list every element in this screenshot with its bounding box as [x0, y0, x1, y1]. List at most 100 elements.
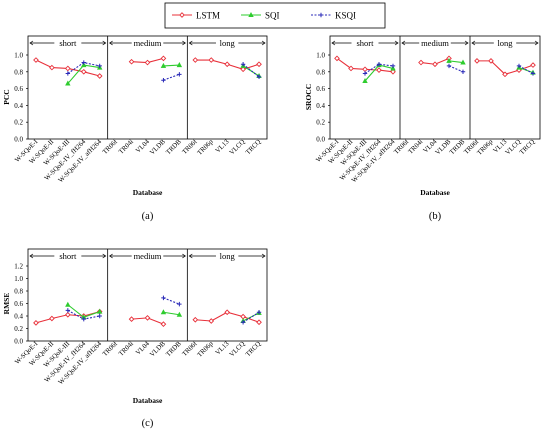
group-arrow-head [182, 40, 186, 46]
plot-frame [329, 35, 541, 140]
category-label: TRDB [165, 138, 183, 156]
group-label-short: short [357, 38, 375, 48]
data-point-lstm [224, 309, 231, 316]
data-point-ksqi [376, 62, 382, 67]
series-line-sqi [242, 65, 260, 77]
legend-label-ksqi: KSQI [335, 11, 356, 21]
data-point-ksqi [256, 74, 262, 80]
data-point-lstm [502, 71, 508, 78]
group-label-short: short [59, 38, 77, 48]
y-tick-label: 0.6 [14, 85, 23, 93]
group-label-bg [351, 38, 379, 48]
group-arrow-head [109, 40, 113, 46]
legend-box [164, 2, 386, 29]
plot-frame [27, 248, 268, 342]
group-label-bg [419, 38, 451, 48]
group-label-bg [131, 251, 164, 261]
data-point-sqi [96, 308, 103, 314]
data-point-sqi [176, 311, 183, 317]
category-label: TR06f [102, 340, 120, 358]
data-point-ksqi [65, 308, 71, 313]
chart-panels: short medium long0.00.20.40.60.81.0PCCW-SQ… [2, 35, 541, 429]
data-point-sqi [362, 78, 368, 84]
data-point-lstm [128, 58, 135, 65]
legend-marker [179, 12, 185, 18]
group-arrow-head [261, 40, 266, 46]
y-tick-label: 0.4 [316, 102, 325, 110]
group-label-long: long [220, 251, 236, 261]
y-tick-label: 0.0 [14, 338, 23, 346]
data-point-lstm [144, 59, 151, 66]
data-point-ksqi [530, 71, 536, 76]
group-arrow-head [102, 40, 107, 46]
category-label: TR06f [102, 138, 120, 156]
category-label: VLDB [149, 340, 167, 358]
y-tick-label: 1.0 [316, 52, 325, 60]
panel-label: (b) [429, 211, 442, 222]
data-point-lstm [160, 321, 167, 327]
y-tick-label: 0.2 [14, 119, 23, 127]
data-point-sqi [446, 57, 452, 63]
data-point-ksqi [97, 313, 102, 319]
series-line-ksqi [364, 63, 394, 74]
data-point-lstm [64, 311, 71, 318]
category-label: TR04i [407, 138, 424, 155]
data-point-lstm [530, 62, 536, 68]
data-point-sqi [460, 59, 466, 65]
data-point-lstm [224, 61, 231, 68]
data-point-ksqi [81, 316, 86, 322]
legend-label-lstm: LSTM [196, 11, 220, 21]
series-lstm [334, 55, 536, 78]
y-tick-label: 0.4 [14, 313, 23, 321]
group-arrow-head [401, 40, 406, 46]
group-arrow-head [331, 40, 336, 46]
series-sqi [65, 62, 262, 86]
data-point-ksqi [177, 301, 182, 307]
group-label-bg [54, 38, 82, 48]
category-label: TR04i [118, 340, 135, 357]
group-arrow-head [182, 253, 186, 259]
plot-frame [27, 35, 268, 140]
series-line-sqi [163, 311, 180, 316]
category-label: VLCQ [228, 340, 246, 358]
chart-panel-1: short medium long0.00.20.40.60.81.0PCCW-SQ… [2, 35, 268, 222]
category-label: TRCQ [245, 340, 263, 358]
group-label-medium: medium [134, 251, 162, 261]
chart-panel-2: short medium long0.00.20.40.60.81.0SROCCW-… [304, 35, 541, 222]
data-point-lstm [49, 315, 55, 322]
legend-marker [318, 12, 324, 18]
data-point-sqi [160, 62, 167, 68]
y-tick-label: 0.2 [14, 325, 23, 333]
data-point-ksqi [65, 71, 71, 76]
category-label: TRDB [449, 138, 467, 156]
data-point-lstm [348, 65, 354, 72]
y-axis-label: SROCC [304, 84, 313, 110]
group-label-medium: medium [421, 38, 449, 48]
group-arrow-head [261, 253, 266, 259]
data-point-lstm [240, 66, 246, 73]
y-tick-label: 1.0 [14, 275, 23, 283]
group-label-short: short [59, 251, 77, 261]
series-line-ksqi [163, 73, 180, 81]
y-tick-label: 0.8 [14, 288, 23, 296]
category-label: TR06p [196, 340, 215, 359]
data-point-lstm [432, 61, 438, 68]
data-point-ksqi [161, 78, 166, 83]
category-label: TR06p [196, 138, 215, 157]
series-line-sqi [448, 60, 464, 64]
series-line-ksqi [518, 65, 534, 74]
data-point-sqi [65, 80, 71, 86]
group-label-bg [131, 38, 164, 48]
group-arrow-head [102, 253, 107, 259]
y-tick-label: 0.2 [316, 119, 325, 127]
y-tick-label: 1.2 [14, 263, 23, 271]
data-point-ksqi [362, 71, 368, 76]
data-point-lstm [192, 57, 199, 63]
series-lstm [33, 55, 262, 79]
data-point-lstm [33, 320, 39, 326]
category-label: TR04i [118, 138, 135, 155]
data-point-lstm [362, 66, 368, 73]
category-label: TRCQ [245, 138, 263, 156]
group-arrow-head [29, 253, 34, 259]
